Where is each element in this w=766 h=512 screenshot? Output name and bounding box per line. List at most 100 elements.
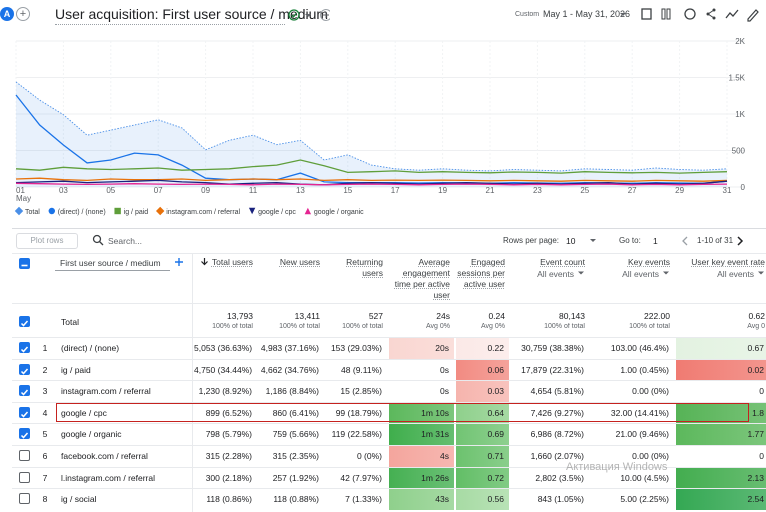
x-tick-label: 11 bbox=[249, 186, 258, 195]
legend-item[interactable]: google / organic bbox=[304, 207, 365, 216]
metric-cell: 0s bbox=[440, 364, 449, 375]
legend-item[interactable]: instagram.com / referral bbox=[155, 206, 241, 216]
checkbox[interactable] bbox=[19, 342, 30, 353]
metric-cell: 103.00 (46.4%) bbox=[610, 343, 669, 353]
legend-item[interactable]: (direct) / (none) bbox=[48, 207, 106, 216]
checkbox[interactable] bbox=[19, 450, 30, 461]
metric-cell: 1,660 (2.07%) bbox=[530, 451, 584, 461]
row-name[interactable]: ig / paid bbox=[61, 364, 91, 375]
row-highlight bbox=[56, 402, 749, 423]
series-line bbox=[15, 179, 728, 186]
check-icon bbox=[20, 368, 29, 375]
column-header[interactable]: Average engagement time per active user bbox=[388, 257, 455, 301]
row-name[interactable]: (direct) / (none) bbox=[61, 343, 120, 353]
metric-cell: 7,426 (9.27%) bbox=[530, 407, 584, 418]
metric-cell: 153 (29.03%) bbox=[330, 343, 382, 353]
x-tick-label: 05 bbox=[106, 186, 115, 195]
metric-cell: 1m 26s bbox=[389, 467, 454, 489]
legend-item[interactable]: ig / paid bbox=[114, 207, 148, 216]
column-header[interactable]: Key events All events bbox=[590, 257, 675, 280]
row-name[interactable]: facebook.com / referral bbox=[61, 451, 148, 461]
metric-cell: 10.00 (4.5%) bbox=[620, 472, 669, 483]
metric-cell: 6,986 (8.72%) bbox=[530, 429, 584, 440]
search-input[interactable]: Search... bbox=[108, 236, 143, 246]
dropdown-arrow bbox=[578, 271, 584, 275]
total-value: 527 bbox=[368, 311, 383, 321]
avatar[interactable]: A bbox=[0, 7, 14, 21]
row-name[interactable]: google / cpc bbox=[61, 407, 107, 418]
column-title: Returning users bbox=[346, 257, 383, 278]
date-range[interactable]: May 1 - May 31, 2026 bbox=[543, 9, 631, 19]
legend-marker bbox=[304, 207, 312, 215]
indeterminate-icon bbox=[21, 264, 28, 267]
y-tick-label: 2K bbox=[735, 37, 745, 46]
goto-input[interactable]: 1 bbox=[653, 236, 658, 246]
row-divider bbox=[12, 337, 766, 338]
chart: 0 500 1K 1.5K 2K 01 03 05 07 09 11 13 15 17 19 21 23 25 27… bbox=[14, 37, 746, 216]
plot-rows-button[interactable]: Plot rows bbox=[16, 233, 78, 249]
metric-cell: 315 (2.35%) bbox=[272, 451, 319, 461]
checkbox[interactable] bbox=[19, 363, 30, 375]
totals-label: Total bbox=[61, 317, 79, 327]
row-name[interactable]: google / organic bbox=[61, 429, 122, 440]
column-filter[interactable]: All events bbox=[675, 269, 765, 280]
checkbox[interactable] bbox=[19, 406, 30, 418]
column-header[interactable]: Event count All events bbox=[510, 257, 590, 280]
checkbox[interactable] bbox=[19, 316, 30, 327]
row-name[interactable]: ig / social bbox=[61, 494, 97, 505]
metric-cell: 4s bbox=[389, 446, 454, 467]
metric-cell: 43s bbox=[389, 489, 454, 510]
legend-item[interactable]: google / cpc bbox=[248, 207, 296, 216]
series-line bbox=[15, 159, 728, 174]
dimension-select[interactable]: First user source / medium bbox=[55, 258, 170, 271]
column-header[interactable]: New users bbox=[258, 257, 325, 268]
metric-cell: 32.00 (14.41%) bbox=[610, 407, 669, 418]
checkbox[interactable] bbox=[19, 385, 30, 397]
column-title: Key events bbox=[627, 257, 670, 267]
x-tick-label: 03 bbox=[59, 186, 68, 195]
metric-cell: 99 (18.79%) bbox=[335, 407, 382, 418]
checkbox[interactable] bbox=[19, 428, 30, 440]
toolbar-icons[interactable] bbox=[620, 7, 766, 23]
column-header[interactable]: User key event rate All events bbox=[675, 257, 766, 280]
dropdown-arrow bbox=[590, 239, 596, 242]
checkbox[interactable] bbox=[19, 471, 30, 483]
checkbox[interactable] bbox=[19, 493, 30, 505]
total-sub: 100% of total bbox=[279, 323, 320, 330]
legend-marker bbox=[14, 206, 24, 216]
metric-cell: 315 (2.28%) bbox=[205, 451, 252, 461]
column-filter[interactable]: All events bbox=[510, 269, 585, 280]
column-header[interactable]: Returning users bbox=[325, 257, 388, 279]
add-dimension[interactable] bbox=[174, 255, 184, 270]
column-title: Total users bbox=[211, 257, 253, 267]
next-page[interactable] bbox=[734, 235, 746, 247]
select-all[interactable] bbox=[19, 258, 30, 269]
column-title: User key event rate bbox=[691, 257, 765, 267]
row-index: 7 bbox=[42, 472, 48, 483]
row-divider bbox=[12, 466, 766, 468]
metric-cell: 4,983 (37.16%) bbox=[260, 343, 319, 353]
legend-label: google / cpc bbox=[258, 209, 296, 216]
windows-watermark: Активация Windows bbox=[566, 461, 668, 473]
prev-page[interactable] bbox=[680, 235, 692, 247]
row-name[interactable]: instagram.com / referral bbox=[61, 386, 151, 397]
rows-per-page[interactable]: 10 bbox=[566, 236, 576, 246]
add-button[interactable]: + bbox=[16, 7, 30, 21]
metric-cell: 0.56 bbox=[456, 489, 509, 510]
metric-cell: 15 (2.85%) bbox=[340, 386, 382, 397]
legend-item[interactable]: Total bbox=[14, 206, 40, 216]
column-filter[interactable]: All events bbox=[590, 269, 670, 280]
column-header[interactable]: Total users bbox=[193, 257, 258, 268]
metric-cell: 118 (0.86%) bbox=[206, 494, 252, 505]
metric-cell: 5,053 (36.63%) bbox=[194, 343, 253, 353]
total-sub: 100% of total bbox=[342, 323, 383, 330]
metric-cell: 2,802 (3.5%) bbox=[535, 472, 584, 483]
metric-cell: 843 (1.05%) bbox=[537, 494, 584, 505]
row-name[interactable]: l.instagram.com / referral bbox=[61, 472, 155, 483]
filter-label: All events bbox=[622, 269, 659, 279]
dropdown-arrow bbox=[663, 271, 669, 275]
x-tick-label: 17 bbox=[391, 186, 400, 195]
row-index: 3 bbox=[42, 386, 48, 397]
title-actions[interactable] bbox=[288, 9, 330, 23]
column-header[interactable]: Engaged sessions per active user bbox=[455, 257, 510, 290]
